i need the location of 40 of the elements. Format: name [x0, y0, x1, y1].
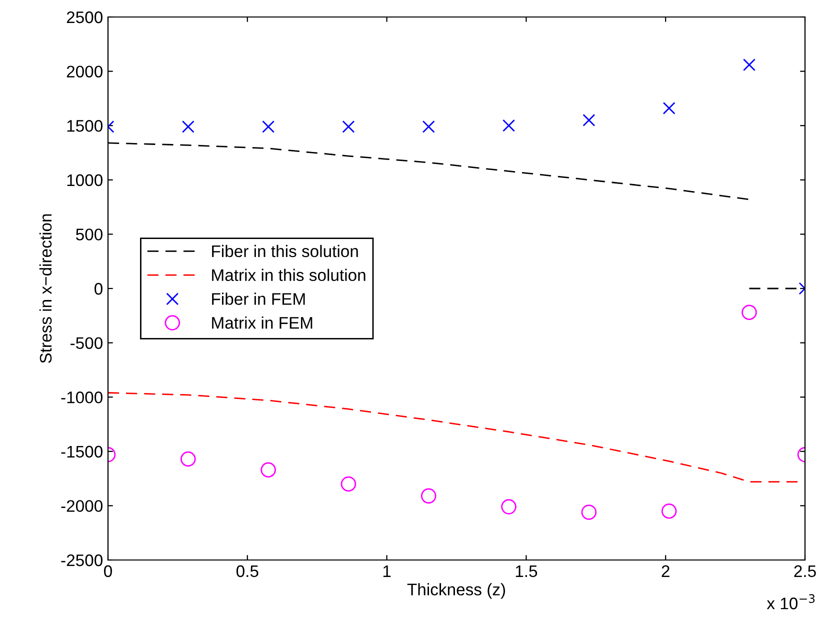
point — [182, 120, 194, 133]
x-tick-label: 1.5 — [516, 565, 538, 578]
legend-label: Matrix in FEM — [212, 316, 312, 329]
y-tick-label: -1500 — [61, 446, 102, 458]
x-tick-label: 2.5 — [794, 565, 816, 578]
y-tick-label: -2000 — [61, 500, 102, 512]
legend-label: Fiber in FEM — [212, 292, 305, 305]
point — [422, 120, 435, 133]
y-tick-label: 2500 — [66, 11, 102, 24]
point — [340, 476, 356, 492]
legend-label: Fiber in this solution — [212, 244, 358, 258]
point — [420, 488, 436, 504]
x-axis-title: Thickness (z) — [407, 583, 506, 599]
x-tick-label: 0.5 — [236, 565, 258, 578]
point — [742, 58, 756, 72]
x-tick-label: 0 — [104, 565, 112, 578]
y-tick-label: 1000 — [67, 174, 102, 186]
y-axis-title: Stress in x−direction — [39, 214, 52, 364]
point — [742, 304, 757, 320]
y-tick-label: 500 — [76, 228, 102, 240]
y-tick-label: -2500 — [61, 554, 102, 566]
point — [582, 114, 596, 126]
point — [502, 119, 516, 132]
point — [260, 462, 276, 478]
point — [180, 451, 196, 467]
y-tick-label: 2000 — [66, 66, 102, 78]
legend-label: Matrix in this solution — [212, 268, 366, 282]
x-tick-label: 2 — [662, 565, 670, 577]
y-tick-label: -1000 — [61, 392, 102, 404]
point — [662, 102, 676, 114]
y-tick-label: -500 — [70, 337, 102, 350]
y-tick-label: 1500 — [67, 120, 102, 132]
point — [262, 120, 275, 133]
point — [581, 504, 597, 520]
x-tick-label: 1 — [383, 565, 391, 577]
point — [661, 503, 677, 519]
point — [342, 120, 355, 133]
y-tick-label: 0 — [94, 282, 102, 295]
text: x 10$^{−3}$ — [766, 594, 815, 610]
point — [501, 499, 516, 514]
